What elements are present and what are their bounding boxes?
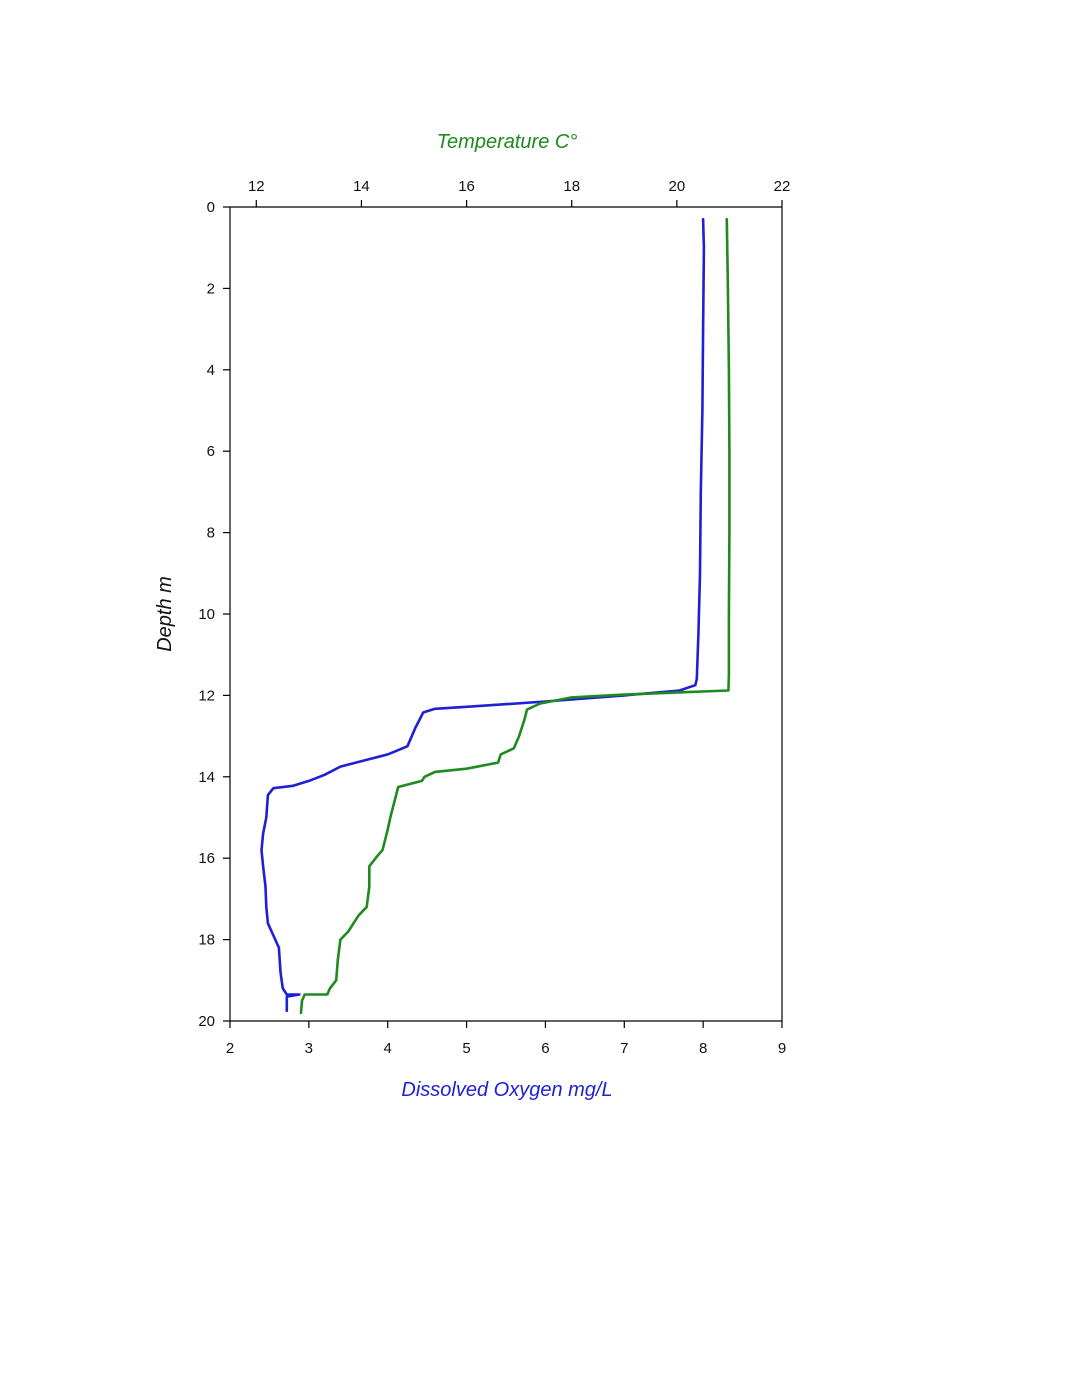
- temperature-series-line: [299, 217, 731, 1015]
- depth-tick-label: 14: [198, 769, 215, 786]
- depth-tick-label: 18: [198, 932, 215, 949]
- temperature-tick-label: 12: [248, 178, 265, 195]
- temperature-tick-label: 22: [774, 178, 791, 195]
- temperature-tick-label: 16: [458, 178, 475, 195]
- depth-tick-label: 10: [198, 606, 215, 623]
- depth-tick-label: 8: [207, 525, 215, 542]
- oxygen-tick-label: 5: [462, 1040, 470, 1057]
- depth-tick-label: 20: [198, 1013, 215, 1030]
- temperature-axis-ticks: 12 14 16 18 20 22: [248, 178, 790, 207]
- oxygen-tick-label: 6: [541, 1040, 549, 1057]
- depth-tick-label: 2: [207, 280, 215, 297]
- oxygen-tick-label: 2: [226, 1040, 234, 1057]
- oxygen-tick-label: 7: [620, 1040, 628, 1057]
- depth-axis-title: Depth m: [154, 576, 176, 652]
- depth-tick-label: 16: [198, 850, 215, 867]
- temperature-tick-label: 20: [669, 178, 686, 195]
- oxygen-tick-label: 8: [699, 1040, 707, 1057]
- oxygen-tick-label: 4: [384, 1040, 392, 1057]
- oxygen-tick-label: 9: [778, 1040, 786, 1057]
- oxygen-series-line: [260, 217, 706, 1013]
- depth-tick-label: 4: [207, 362, 215, 379]
- temperature-tick-label: 14: [353, 178, 370, 195]
- temperature-tick-label: 18: [563, 178, 580, 195]
- depth-axis-ticks: 0 2 4 6 8 10 12 14 16 18 20: [198, 199, 230, 1030]
- oxygen-axis-ticks: 2 3 4 5 6 7 8 9: [226, 1021, 786, 1057]
- depth-tick-label: 6: [207, 443, 215, 460]
- oxygen-tick-label: 3: [305, 1040, 313, 1057]
- series-layer: [260, 217, 731, 1015]
- temperature-axis-title: Temperature C°: [437, 131, 578, 153]
- depth-tick-label: 0: [207, 199, 215, 216]
- depth-tick-label: 12: [198, 687, 215, 704]
- oxygen-axis-title: Dissolved Oxygen mg/L: [401, 1079, 612, 1101]
